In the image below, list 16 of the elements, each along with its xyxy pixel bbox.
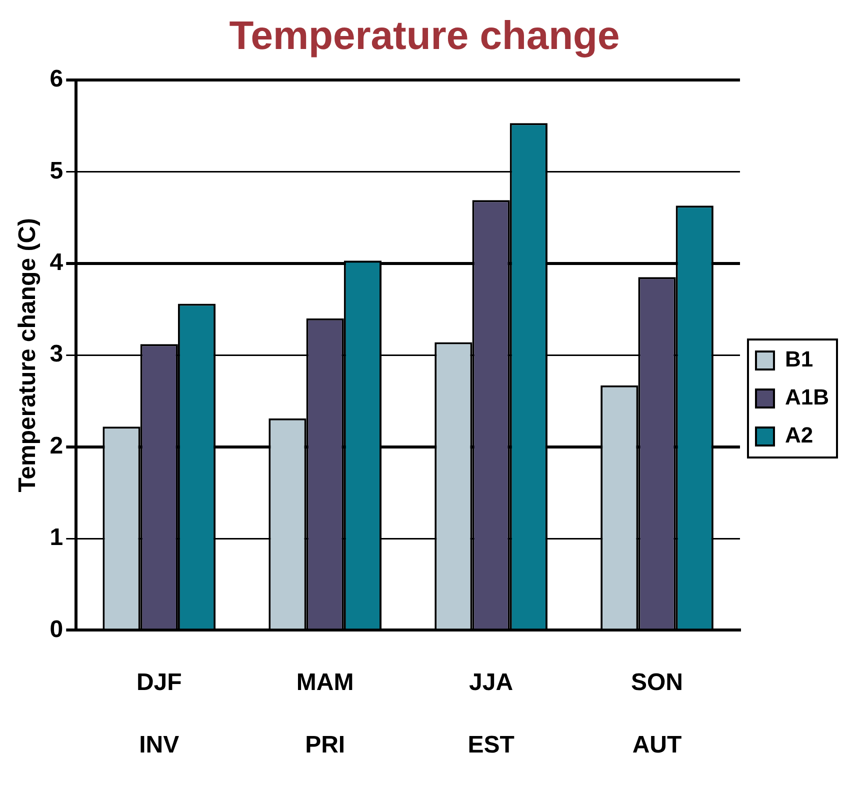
y-tick-label: 6	[50, 66, 64, 93]
chart-title: Temperature change	[229, 14, 620, 58]
legend-label: B1	[784, 346, 814, 372]
legend-label: A2	[784, 422, 814, 448]
y-tick-label: 4	[50, 249, 64, 276]
category-label: JJA EST	[468, 669, 514, 758]
y-tick-label: 1	[50, 524, 64, 552]
y-axis-title: Temperature change (C)	[14, 218, 42, 492]
legend-label: A1B	[784, 384, 830, 410]
y-tick-label: 0	[50, 616, 64, 643]
y-tick-label: 2	[50, 432, 64, 460]
category-label: MAM PRI	[296, 669, 354, 758]
y-tick-label: 3	[50, 340, 64, 368]
category-label: SON AUT	[631, 669, 684, 758]
category-label: DJF INV	[136, 669, 182, 758]
y-tick-label: 5	[50, 157, 64, 184]
